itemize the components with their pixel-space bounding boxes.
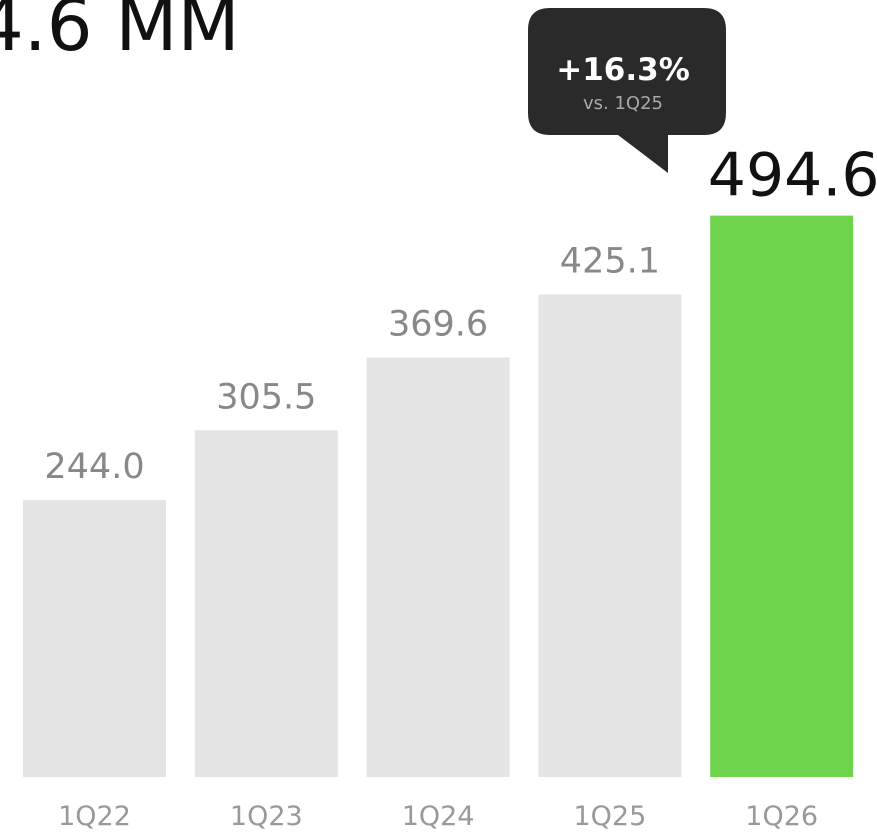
value-label: 244.0	[44, 447, 144, 487]
value-label: 369.6	[388, 305, 488, 345]
chart-title: 4.6 MM	[0, 0, 240, 67]
x-tick-label: 1Q24	[402, 801, 475, 832]
value-label: 305.5	[216, 377, 316, 417]
value-label: 425.1	[560, 242, 660, 282]
bar	[23, 500, 166, 777]
bar	[366, 357, 510, 777]
callout-subtext: vs. 1Q25	[583, 93, 663, 114]
x-tick-label: 1Q26	[745, 801, 818, 832]
x-tick-label: 1Q25	[574, 801, 647, 832]
value-label: 494.6	[708, 141, 877, 211]
callout-text: +16.3%	[556, 52, 690, 88]
bar	[194, 430, 338, 777]
bar	[538, 294, 682, 777]
callout: +16.3% vs. 1Q25	[528, 8, 726, 173]
x-tick-label: 1Q22	[58, 801, 131, 832]
bar	[710, 215, 854, 777]
x-tick-label: 1Q23	[230, 801, 303, 832]
callout-bubble	[528, 8, 726, 173]
